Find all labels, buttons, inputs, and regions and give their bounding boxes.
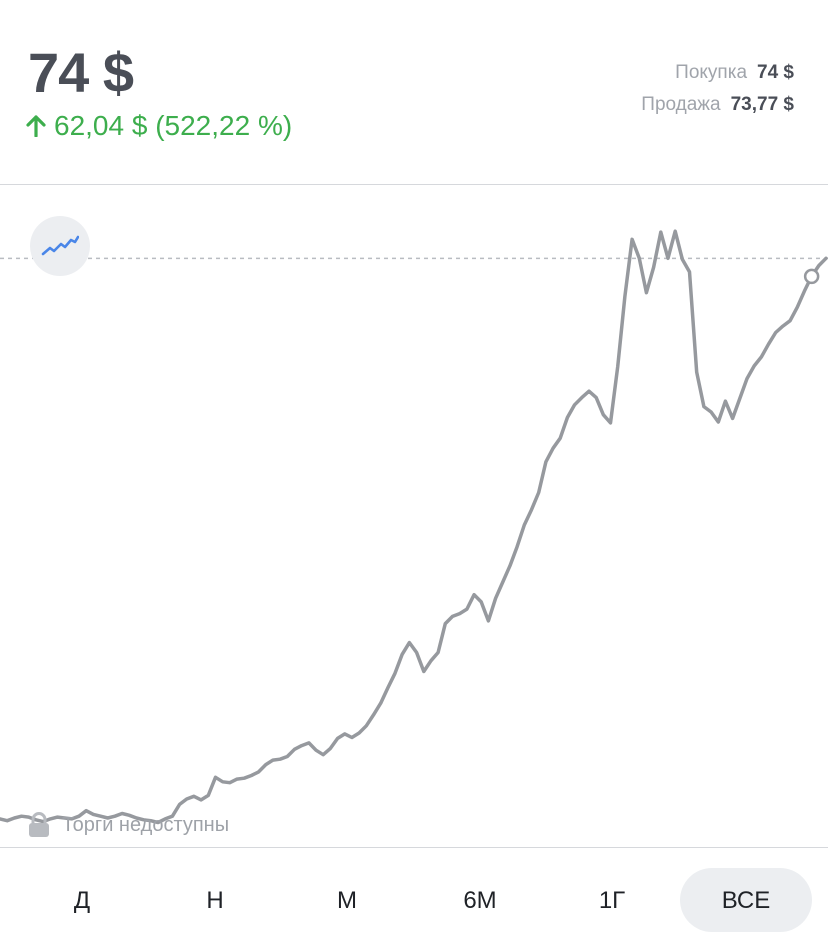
sell-quote: Продажа 73,77 $ xyxy=(554,94,794,126)
current-point-marker xyxy=(803,268,820,285)
buy-quote: Покупка 74 $ xyxy=(554,62,794,94)
period-all[interactable]: ВСЕ xyxy=(680,868,812,932)
price-chart[interactable] xyxy=(0,186,828,846)
buy-label: Покупка xyxy=(675,62,748,83)
current-price: 74 $ xyxy=(28,41,134,104)
trading-status-text: Торги недоступны xyxy=(62,813,230,836)
lock-icon xyxy=(29,812,49,837)
arrow-up-icon xyxy=(26,115,46,137)
chart-type-button[interactable] xyxy=(30,216,90,276)
period-day[interactable]: Д xyxy=(73,887,91,914)
trading-status: Торги недоступны xyxy=(28,812,229,838)
buy-value: 74 $ xyxy=(757,62,794,83)
line-chart-icon xyxy=(41,235,79,256)
period-6m[interactable]: 6М xyxy=(463,887,497,914)
period-selector: Д Н М 6М 1Г ВСЕ xyxy=(0,868,828,932)
header-divider xyxy=(0,184,828,185)
period-week[interactable]: Н xyxy=(206,887,224,914)
price-change-text: 62,04 $ (522,22 %) xyxy=(54,110,293,141)
footer-divider xyxy=(0,847,828,848)
sell-label: Продажа xyxy=(641,94,721,115)
price-change: 62,04 $ (522,22 %) xyxy=(26,110,292,142)
period-1y[interactable]: 1Г xyxy=(598,887,626,914)
sell-value: 73,77 $ xyxy=(730,94,794,115)
quotes-panel: Покупка 74 $ Продажа 73,77 $ xyxy=(554,62,794,126)
period-month[interactable]: М xyxy=(337,887,357,914)
price-line xyxy=(0,229,828,825)
